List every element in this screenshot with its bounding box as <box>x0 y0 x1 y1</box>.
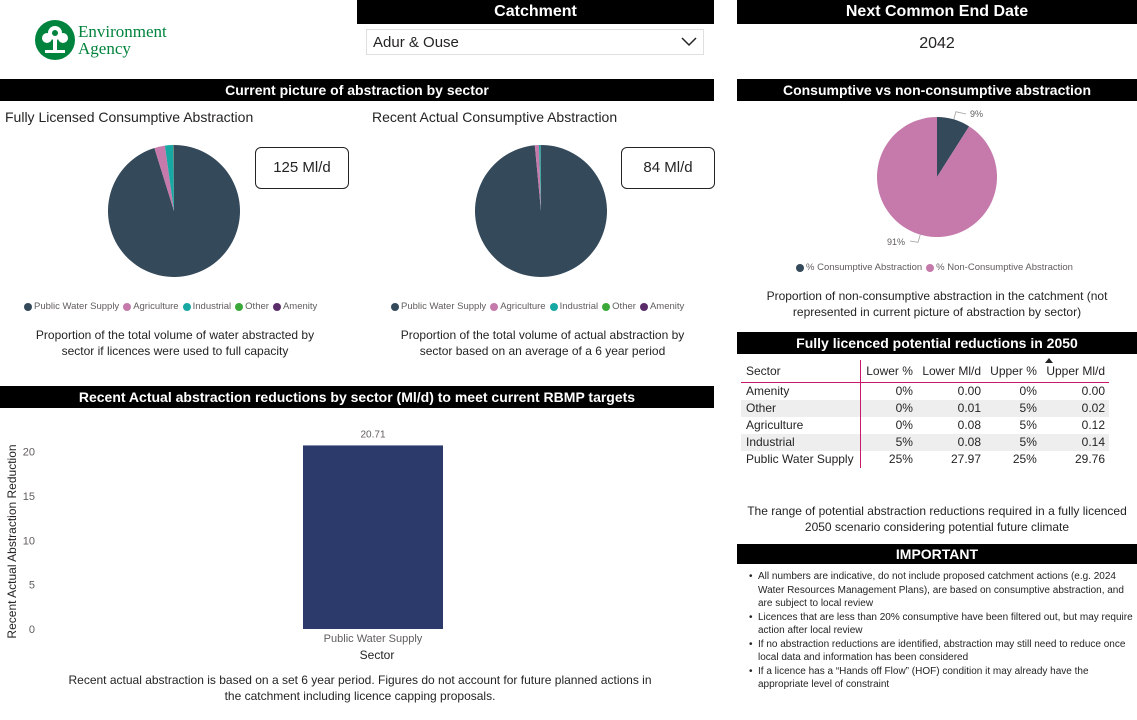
y-tick-label: 15 <box>23 491 35 503</box>
licensed-total-card: 125 Ml/d <box>255 147 349 189</box>
legend-item: Industrial <box>182 301 231 312</box>
licensed-legend: Public Water Supply Agriculture Industri… <box>24 301 321 312</box>
legend-item: Agriculture <box>123 301 179 312</box>
y-axis-label: Recent Actual Abstraction Reduction <box>5 444 19 638</box>
table-row: Industrial 5% 0.08 5% 0.14 <box>741 434 1109 451</box>
important-header: IMPORTANT <box>737 544 1137 564</box>
end-date-header: Next Common End Date <box>737 0 1137 24</box>
catchment-dropdown[interactable]: Adur & Ouse <box>366 29 704 55</box>
catchment-header: Catchment <box>357 0 714 24</box>
list-item: If a licence has a “Hands off Flow” (HOF… <box>748 665 1133 692</box>
pie-label-leader <box>953 111 967 120</box>
list-item: If no abstraction reductions are identif… <box>748 638 1133 665</box>
actual-caption: Proportion of the total volume of actual… <box>400 328 685 358</box>
legend-item: Amenity <box>272 301 317 312</box>
pie-slice-public-water-supply[interactable] <box>107 145 240 277</box>
column-header-upper-pct[interactable]: Upper % <box>985 360 1041 383</box>
legend-item: Other <box>235 301 269 312</box>
end-date-value: 2042 <box>919 35 955 52</box>
pie-data-label: 9% <box>970 109 983 119</box>
licensed-chart-title: Fully Licensed Consumptive Abstraction <box>5 109 254 125</box>
reductions-caption: The range of potential abstraction reduc… <box>747 504 1127 534</box>
pie-slice-industrial[interactable] <box>538 145 541 211</box>
bar-data-label: 20.71 <box>360 429 385 440</box>
consumptive-header: Consumptive vs non-consumptive abstracti… <box>737 79 1137 101</box>
logo-text-line2: Agency <box>78 39 131 58</box>
consumptive-legend: % Consumptive Abstraction % Non-Consumpt… <box>796 262 1077 273</box>
legend-item: % Consumptive Abstraction <box>796 262 922 273</box>
column-header-lower-pct[interactable]: Lower % <box>860 360 917 383</box>
reduction-chart-header: Recent Actual abstraction reductions by … <box>0 386 714 408</box>
pie-slice-agriculture[interactable] <box>154 145 174 211</box>
actual-legend: Public Water Supply Agriculture Industri… <box>391 301 688 312</box>
licensed-pie-chart[interactable] <box>106 143 242 279</box>
environment-agency-logo: Environment Agency <box>34 19 184 61</box>
column-header-upper-mld[interactable]: Upper Ml/d <box>1040 358 1109 383</box>
consumptive-caption: Proportion of non-consumptive abstractio… <box>766 289 1108 319</box>
current-picture-header: Current picture of abstraction by sector <box>0 79 714 101</box>
table-row: Agriculture 0% 0.08 5% 0.12 <box>741 417 1109 434</box>
pie-label-leader <box>909 234 921 243</box>
pie-data-label: 91% <box>887 237 905 247</box>
legend-item: Agriculture <box>490 301 546 312</box>
pie-slice-consumptive-abstraction[interactable] <box>937 117 970 177</box>
pie-slice-agriculture[interactable] <box>534 145 541 211</box>
y-tick-label: 20 <box>23 447 35 459</box>
pie-slice-industrial[interactable] <box>164 145 174 211</box>
reductions-table-header: Fully licenced potential reductions in 2… <box>737 332 1137 354</box>
licensed-caption: Proportion of the total volume of water … <box>35 328 315 358</box>
consumptive-pie-chart[interactable]: 9% 91% <box>850 104 1026 254</box>
table-row: Public Water Supply 25% 27.97 25% 29.76 <box>741 451 1109 468</box>
list-item: Licences that are less than 20% consumpt… <box>748 611 1133 638</box>
column-header-lower-mld[interactable]: Lower Ml/d <box>916 360 986 383</box>
table-header-row: Sector Lower % Lower Ml/d Upper % Upper … <box>741 358 1109 383</box>
sort-ascending-icon <box>1044 358 1053 363</box>
x-axis-label: Sector <box>360 648 395 662</box>
pie-slice-other[interactable] <box>173 145 174 211</box>
x-tick-label: Public Water Supply <box>324 633 423 645</box>
reduction-bar-chart[interactable]: 0 5 10 15 20 Recent Actual Abstraction Reduct… <box>0 410 714 666</box>
legend-item: Public Water Supply <box>24 301 119 312</box>
logo-text-line1: Environment <box>78 22 167 41</box>
table-row: Other 0% 0.01 5% 0.02 <box>741 400 1109 417</box>
y-tick-label: 10 <box>23 535 35 547</box>
actual-pie-chart[interactable] <box>473 143 609 279</box>
legend-item: % Non-Consumptive Abstraction <box>926 262 1073 273</box>
list-item: All numbers are indicative, do not inclu… <box>748 570 1133 611</box>
y-tick-label: 5 <box>29 580 35 592</box>
bar-public-water-supply[interactable] <box>303 445 443 629</box>
table-row: Amenity 0% 0.00 0% 0.00 <box>741 382 1109 400</box>
legend-item: Amenity <box>639 301 684 312</box>
catchment-selected-value: Adur & Ouse <box>373 34 459 51</box>
reductions-table: Sector Lower % Lower Ml/d Upper % Upper … <box>741 358 1109 468</box>
y-tick-label: 0 <box>29 624 35 636</box>
actual-total-card: 84 Ml/d <box>621 147 715 189</box>
legend-item: Public Water Supply <box>391 301 486 312</box>
legend-item: Industrial <box>549 301 598 312</box>
chevron-down-icon[interactable] <box>681 37 697 47</box>
reduction-chart-caption: Recent actual abstraction is based on a … <box>68 673 652 703</box>
important-list: All numbers are indicative, do not inclu… <box>748 570 1133 692</box>
logo-emblem-icon <box>35 20 75 60</box>
actual-chart-title: Recent Actual Consumptive Abstraction <box>372 109 618 125</box>
legend-item: Other <box>602 301 636 312</box>
column-header-sector[interactable]: Sector <box>741 360 862 383</box>
pie-slice-non-consumptive-abstraction[interactable] <box>877 117 997 237</box>
